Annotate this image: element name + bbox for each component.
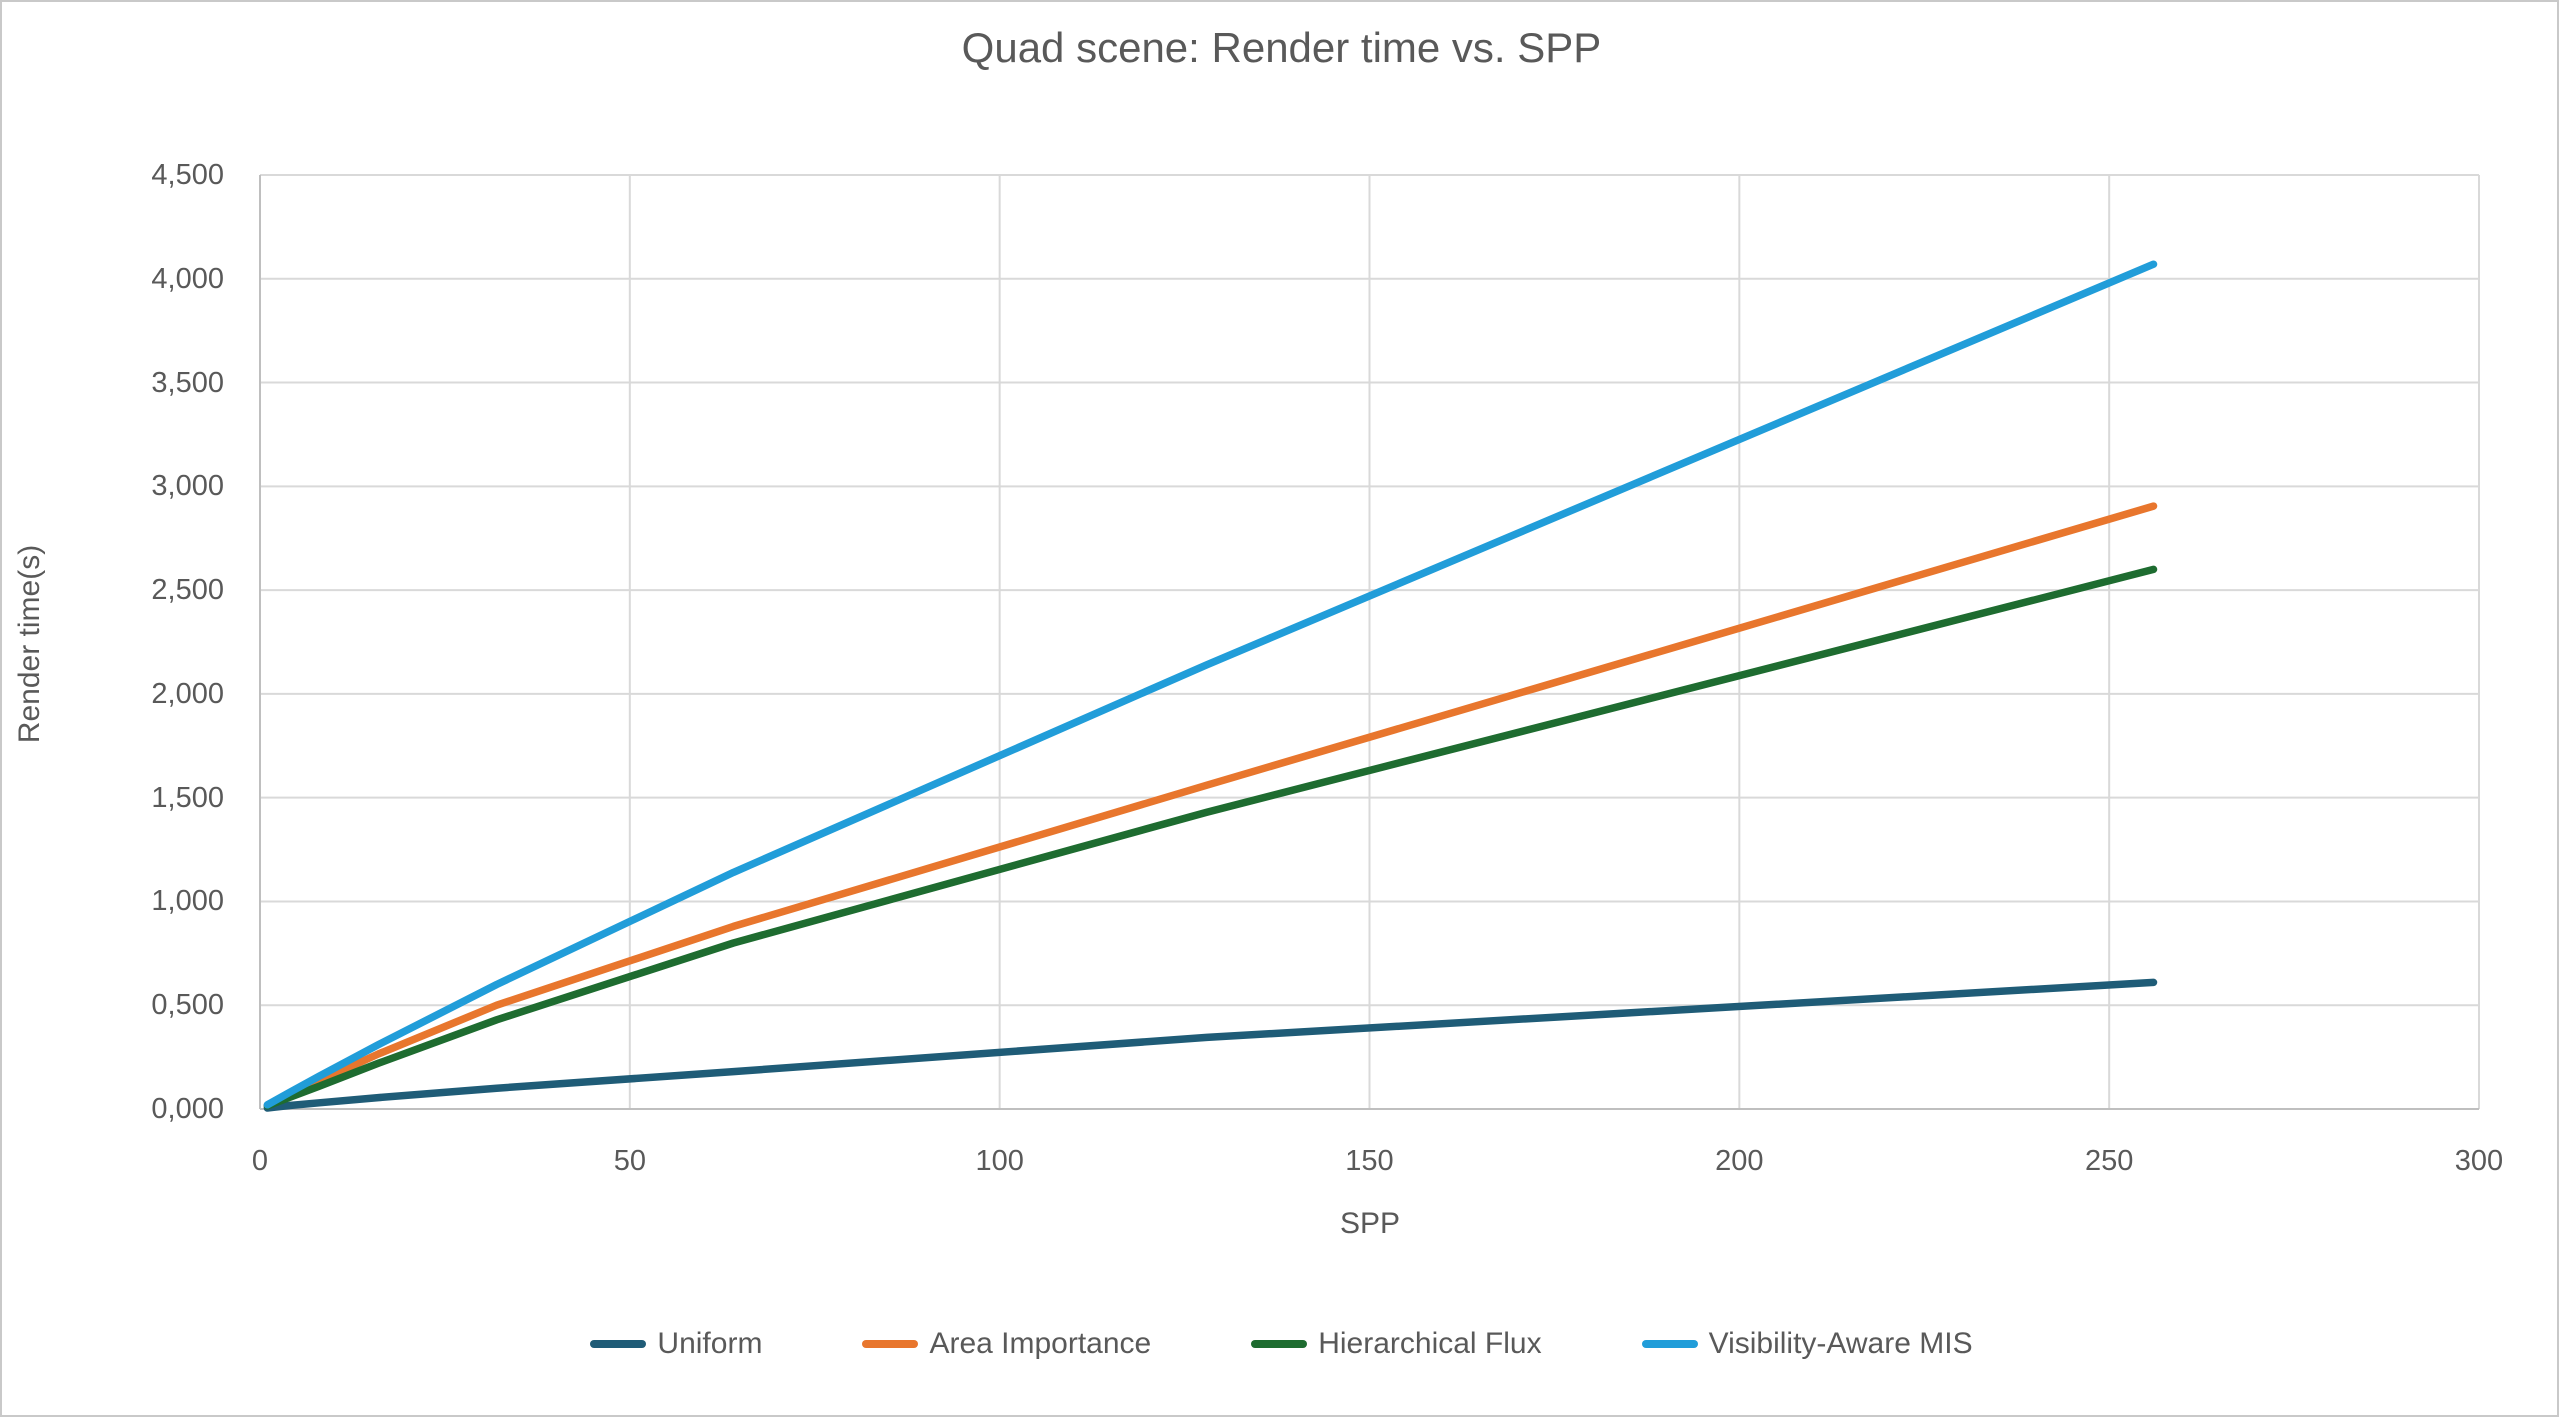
- x-tick-label: 50: [613, 1145, 646, 1177]
- x-tick-label: 200: [1715, 1145, 1764, 1177]
- legend-label: Hierarchical Flux: [1318, 1327, 1542, 1360]
- legend-label: Area Importance: [929, 1327, 1152, 1360]
- legend: Uniform Area Importance Hierarchical Flux V…: [2, 1327, 2559, 1361]
- legend-item-area-importance: Area Importance: [862, 1327, 1151, 1361]
- y-tick-label: 0,000: [151, 1093, 224, 1125]
- series-line-uniform: [263, 978, 2158, 1112]
- series-line-area-importance: [263, 502, 2158, 1110]
- y-tick-label: 3,500: [151, 366, 224, 399]
- y-tick-label: 2,500: [151, 574, 224, 607]
- x-tick-label: 150: [1345, 1145, 1394, 1177]
- y-tick-label: 0,500: [151, 989, 224, 1022]
- x-axis-title: SPP: [1339, 1207, 1401, 1240]
- legend-swatch-icon: [590, 1340, 647, 1348]
- y-tick-label: 4,000: [151, 262, 224, 295]
- legend-label: Visibility-Aware MIS: [1708, 1327, 1973, 1360]
- chart-title: Quad scene: Render time vs. SPP: [961, 24, 1602, 71]
- legend-item-uniform: Uniform: [590, 1327, 762, 1361]
- legend-swatch-icon: [862, 1340, 919, 1348]
- x-tick-label: 250: [2084, 1145, 2134, 1177]
- y-tick-label: 3,000: [151, 470, 224, 503]
- series-line-visibility-aware-mis: [263, 260, 2158, 1109]
- legend-swatch-icon: [1641, 1340, 1698, 1348]
- legend-item-hierarchical-flux: Hierarchical Flux: [1251, 1327, 1542, 1361]
- y-axis-title: Render time(s): [13, 544, 46, 744]
- legend-label: Uniform: [657, 1327, 763, 1360]
- y-tick-label: 1,000: [151, 885, 224, 918]
- legend-swatch-icon: [1251, 1340, 1308, 1348]
- x-tick-label: 0: [251, 1145, 269, 1177]
- x-tick-label: 300: [2454, 1145, 2504, 1177]
- y-tick-label: 2,000: [151, 677, 224, 710]
- legend-item-visibility-aware-mis: Visibility-Aware MIS: [1641, 1327, 1973, 1361]
- x-tick-label: 100: [975, 1145, 1024, 1177]
- series-line-hierarchical-flux: [263, 565, 2158, 1110]
- y-tick-label: 1,500: [151, 781, 224, 814]
- y-tick-label: 4,500: [151, 159, 224, 191]
